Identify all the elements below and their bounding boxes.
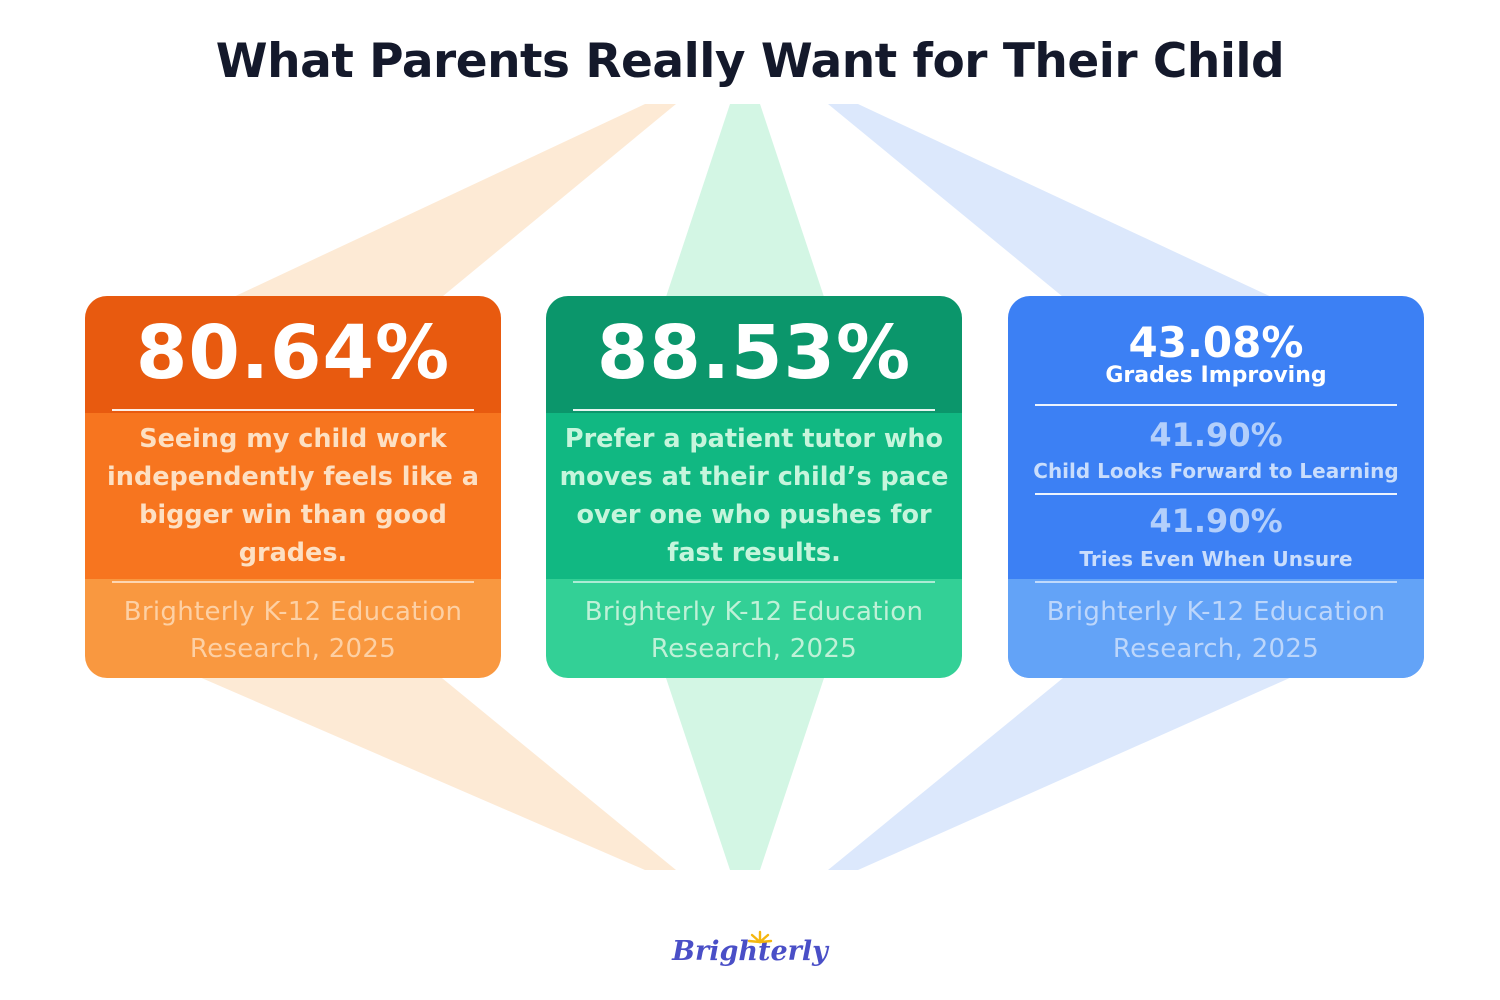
blue-ray-top <box>828 104 1310 315</box>
card-footer <box>1008 579 1424 678</box>
card-body <box>85 413 501 579</box>
divider <box>1035 581 1397 583</box>
green-ray-top <box>660 104 830 315</box>
stat-label-primary: Grades Improving <box>1105 363 1327 388</box>
source-line-1: Brighterly K-12 Education <box>123 597 463 627</box>
card-body <box>546 413 962 579</box>
divider <box>573 581 935 583</box>
stat-card-independence: 80.64% Seeing my child work independentl… <box>85 296 501 678</box>
green-ray-bottom <box>660 660 830 870</box>
card-footer <box>546 579 962 678</box>
card-footer <box>85 579 501 678</box>
divider <box>1035 404 1397 406</box>
blue-ray-bottom <box>828 660 1330 870</box>
source-line-2: Research, 2025 <box>650 634 858 664</box>
orange-ray-top <box>195 104 676 315</box>
divider <box>573 409 935 411</box>
source-text: Brighterly K-12 Education Research, 2025 <box>85 594 501 668</box>
card-header <box>85 296 501 413</box>
stat-label-tertiary: Tries Even When Unsure <box>1079 547 1353 571</box>
page-title: What Parents Really Want for Their Child <box>215 34 1285 89</box>
divider <box>112 409 474 411</box>
source-text: Brighterly K-12 Education Research, 2025 <box>1008 594 1424 668</box>
divider <box>112 581 474 583</box>
source-line-1: Brighterly K-12 Education <box>1046 597 1386 627</box>
stat-percent-tertiary: 41.90% <box>1149 502 1283 540</box>
source-line-2: Research, 2025 <box>1112 634 1320 664</box>
stat-label-secondary: Child Looks Forward to Learning <box>1033 459 1399 483</box>
stat-card-outcomes: 43.08% Grades Improving 41.90% Child Loo… <box>1008 296 1424 678</box>
headline-percent: 88.53% <box>596 310 912 396</box>
source-text: Brighterly K-12 Education Research, 2025 <box>546 594 962 668</box>
divider <box>1035 493 1397 495</box>
sun-icon <box>747 930 773 944</box>
stat-card-patient-tutor: 88.53% Prefer a patient tutor who moves … <box>546 296 962 678</box>
stat-percent-primary: 43.08% <box>1128 318 1304 367</box>
stat-percent-secondary: 41.90% <box>1149 416 1283 454</box>
headline-percent: 80.64% <box>135 310 451 396</box>
brand-logo: Brighterly <box>0 930 1500 967</box>
source-line-1: Brighterly K-12 Education <box>584 597 924 627</box>
source-line-2: Research, 2025 <box>189 634 397 664</box>
orange-ray-bottom <box>160 660 676 870</box>
statement-text: Prefer a patient tutor who moves at thei… <box>559 424 949 568</box>
card-header <box>546 296 962 413</box>
statement-text: Seeing my child work independently feels… <box>107 424 479 568</box>
